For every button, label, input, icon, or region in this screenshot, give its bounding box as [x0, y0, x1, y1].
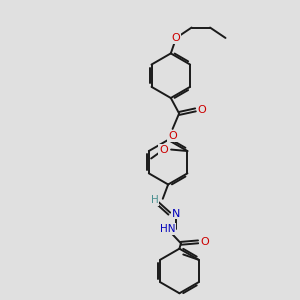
- Text: H: H: [151, 195, 158, 205]
- Text: HN: HN: [160, 224, 175, 234]
- Text: O: O: [198, 105, 206, 115]
- Text: O: O: [172, 33, 181, 43]
- Text: O: O: [159, 145, 168, 154]
- Text: O: O: [168, 131, 177, 141]
- Text: N: N: [172, 208, 180, 219]
- Text: O: O: [200, 237, 209, 247]
